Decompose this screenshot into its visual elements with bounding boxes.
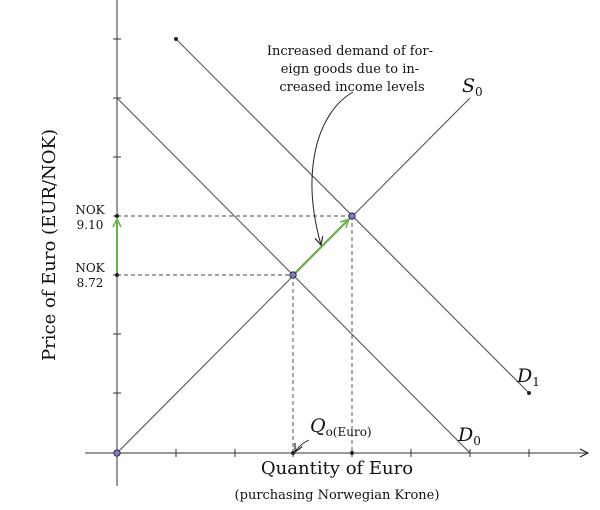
equilibrium-point-new [348,212,356,220]
price-low-value: 8.72 [77,276,104,290]
d1-start-point [174,37,178,41]
price-high-value: 9.10 [77,218,104,232]
x-q-new-dot [350,451,354,455]
quantity-label: Qo(Euro) [310,415,372,439]
origin-point [113,449,121,457]
annotation-arrow [311,91,354,245]
y-high-dot [115,214,119,218]
y-axis-title: Price of Euro (EUR/NOK) [39,129,60,361]
supply-curve-label: S0 [462,75,483,99]
equilibrium-shift-arrow [292,220,348,276]
x-axis-subtitle: (purchasing Norwegian Krone) [235,488,440,503]
price-high-currency: NOK [75,203,105,217]
d1-end-point [527,391,531,395]
demand-new-label: D1 [516,365,540,389]
equilibrium-point-old [289,271,297,279]
x-q-old-dot [291,451,295,455]
annotation-text: Increased demand of for- eign goods due … [267,44,437,95]
demand-old-label: D0 [457,424,481,448]
y-low-dot [115,273,119,277]
q-label-arrow [295,439,310,452]
x-axis-title: Quantity of Euro [261,458,413,479]
price-low-currency: NOK [75,261,105,275]
